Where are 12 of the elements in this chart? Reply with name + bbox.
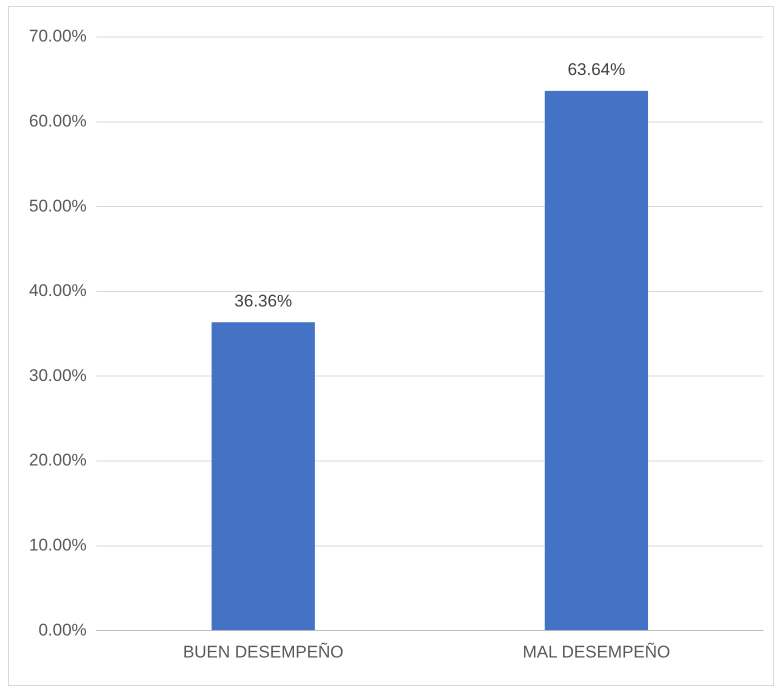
y-tick-label: 30.00% xyxy=(28,366,87,385)
y-tick-label: 40.00% xyxy=(28,281,87,300)
y-tick-label: 60.00% xyxy=(28,111,87,130)
data-label: 36.36% xyxy=(234,291,292,310)
data-label: 63.64% xyxy=(568,60,626,80)
y-tick-label: 10.00% xyxy=(28,535,87,554)
y-tick-label: 50.00% xyxy=(28,196,87,216)
y-tick-label: 0.00% xyxy=(38,620,87,640)
y-tick-label: 70.00% xyxy=(28,26,87,46)
x-tick-label: BUEN DESEMPEÑO xyxy=(182,642,344,662)
x-tick-label: MAL DESEMPEÑO xyxy=(522,642,670,662)
y-tick-label: 20.00% xyxy=(28,450,87,470)
